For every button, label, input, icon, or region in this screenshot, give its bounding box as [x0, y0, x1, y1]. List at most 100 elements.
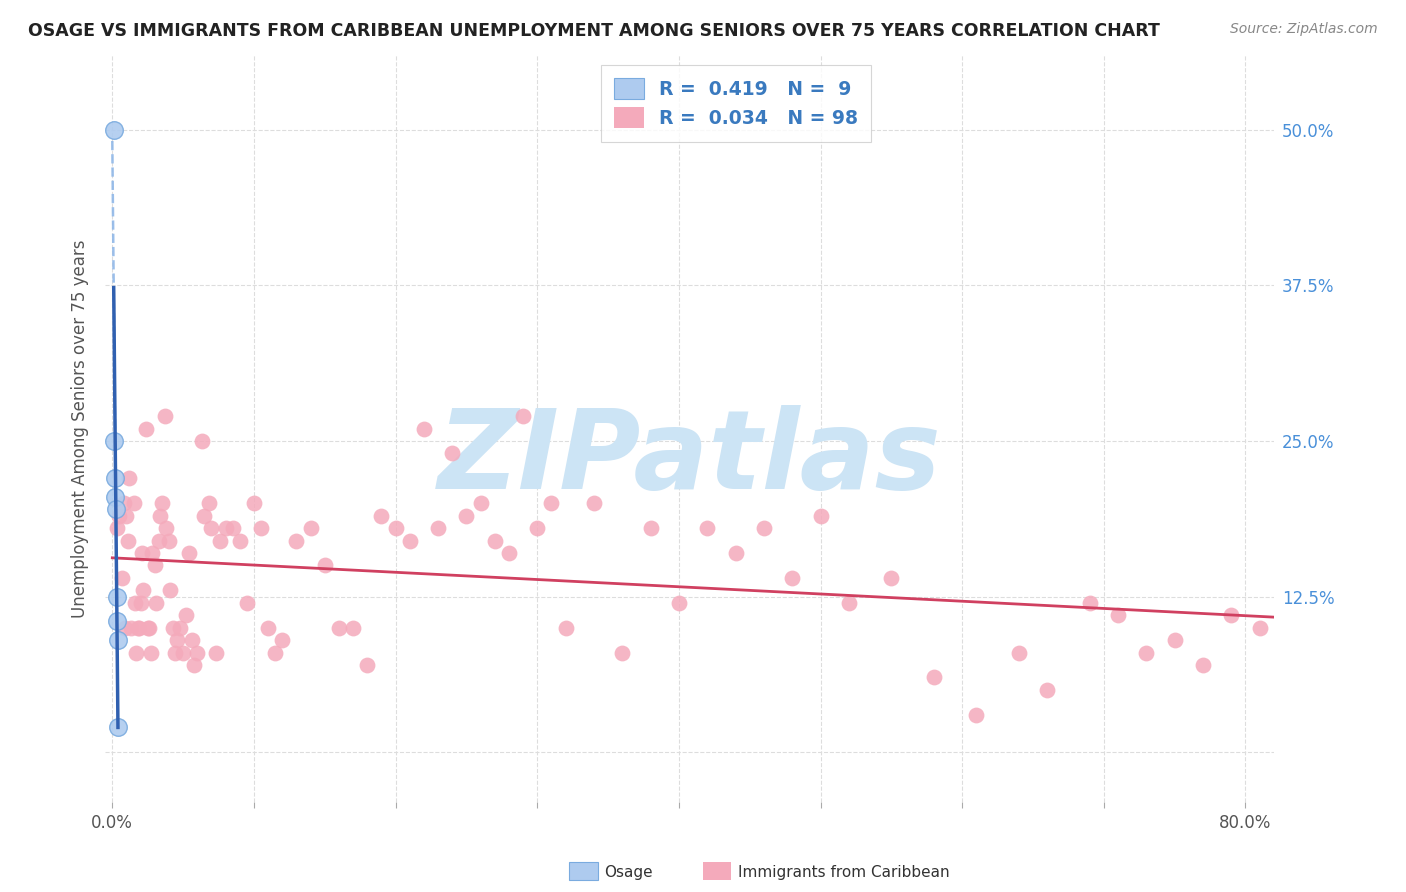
Point: [384, 521, 406, 535]
Y-axis label: Unemployment Among Seniors over 75 years: Unemployment Among Seniors over 75 years: [72, 239, 89, 618]
Point: [149, 508, 172, 523]
Point: [299, 521, 322, 535]
Point: [328, 621, 350, 635]
Point: [105, 521, 128, 535]
Point: [838, 596, 860, 610]
Point: [107, 720, 129, 734]
Point: [112, 496, 135, 510]
Point: [264, 646, 287, 660]
Text: Immigrants from Caribbean: Immigrants from Caribbean: [738, 865, 950, 880]
Point: [640, 521, 662, 535]
Point: [257, 621, 280, 635]
Point: [285, 533, 308, 548]
Legend: R =  0.419   N =  9, R =  0.034   N = 98: R = 0.419 N = 9, R = 0.034 N = 98: [602, 64, 872, 142]
Point: [125, 646, 148, 660]
Point: [243, 496, 266, 510]
Point: [526, 521, 548, 535]
Point: [668, 596, 690, 610]
Point: [498, 546, 520, 560]
Point: [117, 533, 139, 548]
Point: [1008, 646, 1031, 660]
Point: [139, 646, 162, 660]
Point: [131, 546, 153, 560]
Point: [1135, 646, 1157, 660]
Point: [512, 409, 534, 423]
Point: [193, 508, 215, 523]
Point: [150, 496, 173, 510]
Point: [724, 546, 747, 560]
Point: [965, 707, 987, 722]
Point: [250, 521, 273, 535]
Point: [1163, 633, 1185, 648]
Point: [922, 670, 945, 684]
Point: [127, 621, 149, 635]
Point: [214, 521, 236, 535]
Point: [143, 558, 166, 573]
Point: [200, 521, 222, 535]
Point: [612, 646, 634, 660]
Point: [204, 646, 226, 660]
Point: [136, 621, 159, 635]
Point: [108, 508, 131, 523]
Point: [1192, 658, 1215, 673]
Point: [138, 621, 160, 635]
Point: [1220, 608, 1243, 623]
Point: [752, 521, 775, 535]
Point: [398, 533, 420, 548]
Point: [129, 596, 152, 610]
Point: [118, 471, 141, 485]
Point: [342, 621, 364, 635]
Point: [172, 646, 194, 660]
Text: OSAGE VS IMMIGRANTS FROM CARIBBEAN UNEMPLOYMENT AMONG SENIORS OVER 75 YEARS CORR: OSAGE VS IMMIGRANTS FROM CARIBBEAN UNEMP…: [28, 22, 1160, 40]
Point: [111, 571, 134, 585]
Point: [190, 434, 212, 448]
Point: [135, 421, 157, 435]
Point: [183, 658, 205, 673]
Point: [107, 633, 129, 648]
Point: [236, 596, 259, 610]
Point: [441, 446, 464, 460]
Point: [105, 615, 128, 629]
Point: [122, 496, 145, 510]
Point: [1036, 682, 1059, 697]
Point: [427, 521, 450, 535]
Point: [696, 521, 718, 535]
Point: [155, 521, 177, 535]
Point: [470, 496, 492, 510]
Point: [174, 608, 197, 623]
Point: [114, 621, 136, 635]
Text: Osage: Osage: [605, 865, 654, 880]
Point: [148, 533, 170, 548]
Point: [180, 633, 202, 648]
Point: [141, 546, 163, 560]
Point: [103, 123, 125, 137]
Point: [370, 508, 392, 523]
Point: [157, 533, 180, 548]
Point: [159, 583, 181, 598]
Point: [456, 508, 478, 523]
Point: [104, 490, 127, 504]
Point: [540, 496, 562, 510]
Point: [177, 546, 200, 560]
Point: [104, 502, 127, 516]
Point: [105, 590, 128, 604]
Point: [128, 621, 150, 635]
Point: [582, 496, 605, 510]
Point: [229, 533, 252, 548]
Text: ZIPatlas: ZIPatlas: [437, 405, 942, 512]
Point: [186, 646, 208, 660]
Point: [166, 633, 188, 648]
Point: [356, 658, 378, 673]
Point: [484, 533, 506, 548]
Point: [208, 533, 231, 548]
Point: [810, 508, 832, 523]
Point: [169, 621, 191, 635]
Point: [1249, 621, 1271, 635]
Point: [413, 421, 436, 435]
Point: [120, 621, 142, 635]
Point: [163, 646, 186, 660]
Point: [780, 571, 803, 585]
Point: [145, 596, 167, 610]
Point: [103, 434, 125, 448]
Point: [197, 496, 219, 510]
